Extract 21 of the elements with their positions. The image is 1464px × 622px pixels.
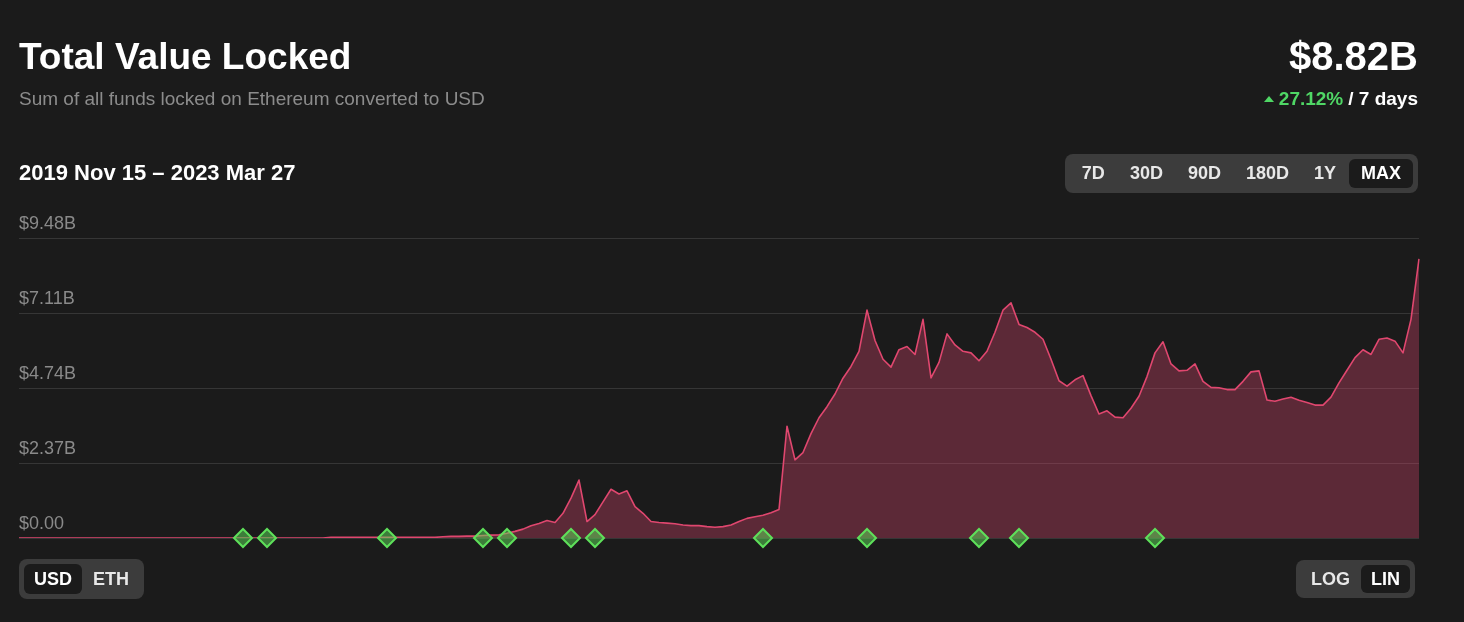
currency-button: ETH	[83, 564, 139, 594]
scale-button: LIN	[1361, 565, 1410, 593]
period-button: 7D	[1069, 159, 1117, 188]
text: / 7 days	[1348, 87, 1418, 111]
y-tick-label: $2.37B	[19, 437, 77, 458]
period-button: MAX	[1349, 159, 1413, 188]
y-tick-label: $0.00	[19, 512, 65, 533]
currency-button: USD	[24, 564, 82, 594]
y-tick-label: $4.74B	[19, 362, 77, 383]
text: $8.82B	[1289, 33, 1418, 80]
period-button: 180D	[1233, 159, 1301, 188]
chart-subtitle: Sum of all funds locked on Ethereum converted to USD	[19, 87, 485, 111]
period-button: 30D	[1117, 159, 1175, 188]
y-tick-label: $9.48B	[19, 212, 77, 233]
period-button: 1Y	[1301, 159, 1348, 188]
text: 27.12%	[1278, 87, 1344, 111]
y-tick-label: $7.11B	[19, 287, 75, 308]
chart-title: Total Value Locked	[19, 35, 352, 79]
text: 2019 Nov 15 – 2023 Mar 27	[19, 159, 296, 187]
period-button: 90D	[1175, 159, 1233, 188]
scale-button: LOG	[1301, 565, 1360, 593]
